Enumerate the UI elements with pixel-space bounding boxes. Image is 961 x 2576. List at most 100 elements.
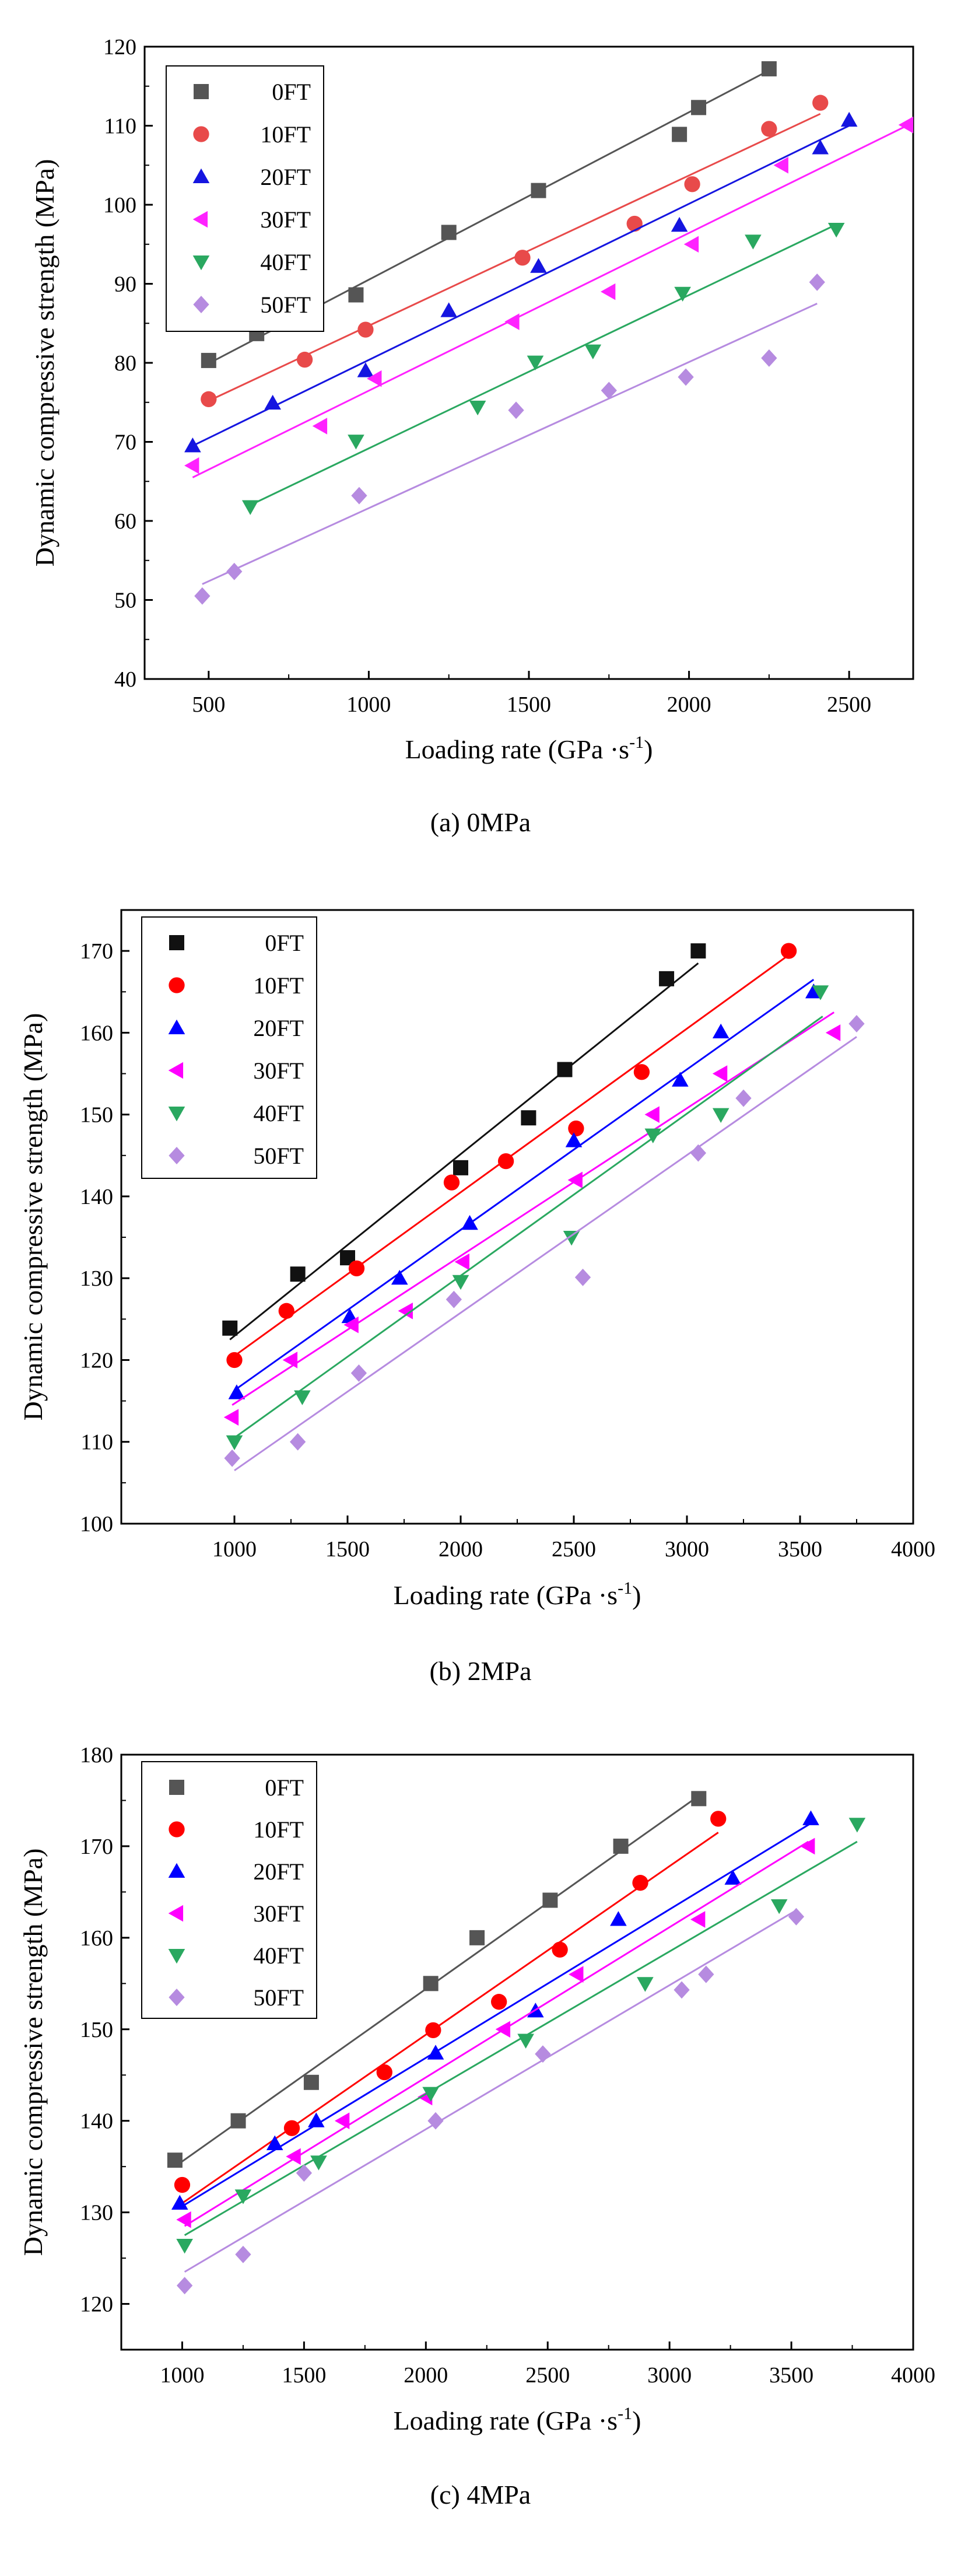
y-tick-label: 150 bbox=[80, 2018, 113, 2042]
data-point-20FT bbox=[357, 362, 374, 377]
series-20FT bbox=[171, 1810, 819, 2210]
legend-marker-20FT bbox=[192, 168, 210, 184]
data-point-10FT bbox=[376, 2064, 392, 2081]
data-point-30FT bbox=[286, 2148, 301, 2165]
y-tick-label: 140 bbox=[80, 2109, 113, 2134]
legend-label: 0FT bbox=[272, 79, 311, 105]
x-tick-label: 3000 bbox=[665, 1537, 709, 1562]
legend-label: 40FT bbox=[253, 1100, 304, 1126]
x-tick-label: 2000 bbox=[439, 1537, 483, 1562]
data-point-10FT bbox=[174, 2176, 191, 2193]
data-point-0FT bbox=[303, 2074, 319, 2090]
series-30FT bbox=[223, 1012, 841, 1426]
y-tick-label: 100 bbox=[80, 1512, 113, 1536]
x-tick-label: 4000 bbox=[891, 1537, 935, 1562]
series-10FT bbox=[201, 94, 829, 407]
data-point-20FT bbox=[264, 394, 281, 410]
data-point-20FT bbox=[184, 437, 201, 453]
data-point-40FT bbox=[674, 286, 691, 302]
data-point-10FT bbox=[425, 2022, 441, 2038]
y-tick-label: 170 bbox=[80, 939, 113, 964]
x-tick-label: 1000 bbox=[346, 692, 391, 717]
plot-frame bbox=[120, 1754, 914, 2351]
legend: 0FT 10FT 20FT 30FT 40FT 50FT bbox=[141, 916, 317, 1179]
data-point-50FT bbox=[761, 349, 777, 367]
series-50FT bbox=[224, 1015, 865, 1472]
data-point-20FT bbox=[307, 2112, 325, 2127]
y-tick-label: 80 bbox=[114, 351, 136, 376]
series-0FT bbox=[222, 943, 706, 1340]
data-point-20FT bbox=[712, 1023, 729, 1039]
x-axis-title: Loading rate (GPa ·s-1) bbox=[394, 1578, 641, 1610]
legend-marker-30FT bbox=[168, 1905, 184, 1922]
legend-label: 10FT bbox=[260, 121, 311, 148]
data-point-20FT bbox=[802, 1810, 819, 1825]
data-point-50FT bbox=[350, 1364, 367, 1382]
y-tick-label: 120 bbox=[80, 1348, 113, 1373]
data-point-30FT bbox=[825, 1024, 841, 1041]
data-point-0FT bbox=[691, 100, 707, 116]
x-tick-label: 2000 bbox=[667, 692, 711, 717]
y-tick-label: 110 bbox=[80, 1430, 113, 1455]
data-point-20FT bbox=[671, 216, 688, 232]
series-30FT bbox=[176, 1838, 815, 2228]
legend-label: 10FT bbox=[253, 1817, 304, 1843]
y-tick-label: 160 bbox=[80, 1926, 113, 1951]
data-point-10FT bbox=[283, 2120, 300, 2136]
fit-line-20FT bbox=[192, 125, 850, 447]
legend-marker-30FT bbox=[168, 1062, 184, 1079]
data-point-50FT bbox=[690, 1144, 707, 1162]
series-0FT bbox=[167, 1791, 707, 2168]
data-point-10FT bbox=[296, 351, 313, 368]
legend-box bbox=[141, 1761, 317, 2019]
series-20FT bbox=[184, 111, 858, 453]
x-tick-label: 2500 bbox=[827, 692, 871, 717]
data-point-0FT bbox=[672, 127, 688, 142]
legend-label: 20FT bbox=[253, 1015, 304, 1041]
fit-line-50FT bbox=[202, 303, 818, 585]
data-point-40FT bbox=[644, 1128, 662, 1144]
x-tick-label: 4000 bbox=[891, 2363, 935, 2388]
data-point-10FT bbox=[632, 1875, 648, 1891]
legend-marker-10FT bbox=[169, 977, 185, 993]
data-point-30FT bbox=[690, 1911, 706, 1928]
data-point-10FT bbox=[552, 1941, 568, 1958]
data-point-20FT bbox=[812, 139, 829, 155]
y-tick-label: 100 bbox=[103, 193, 136, 218]
data-point-40FT bbox=[422, 2087, 439, 2102]
data-point-0FT bbox=[222, 1320, 238, 1336]
data-point-20FT bbox=[440, 302, 458, 317]
data-point-0FT bbox=[167, 2152, 183, 2168]
legend-marker-40FT bbox=[192, 255, 210, 271]
data-point-50FT bbox=[809, 273, 825, 291]
data-point-40FT bbox=[827, 222, 845, 238]
legend-marker-0FT bbox=[169, 935, 184, 950]
fit-line-40FT bbox=[250, 223, 837, 506]
data-point-30FT bbox=[223, 1409, 239, 1426]
data-point-10FT bbox=[626, 215, 643, 232]
legend-label: 50FT bbox=[253, 1985, 304, 2011]
data-point-50FT bbox=[194, 587, 211, 605]
series-30FT bbox=[184, 116, 914, 478]
data-point-10FT bbox=[633, 1064, 650, 1080]
data-point-0FT bbox=[690, 943, 706, 959]
x-axis-title: Loading rate (GPa ·s-1) bbox=[394, 2404, 641, 2435]
x-tick-label: 2500 bbox=[552, 1537, 596, 1562]
chart-panel-3: 1000 1500 2000 2500 3000 3500 4000 120 130 140 150… bbox=[18, 1743, 935, 2510]
y-axis-title: Dynamic compressive strength (MPa) bbox=[18, 1013, 48, 1421]
legend-label: 40FT bbox=[253, 1943, 304, 1969]
x-tick-label: 1000 bbox=[160, 2363, 204, 2388]
data-point-50FT bbox=[427, 2112, 444, 2130]
data-point-0FT bbox=[423, 1976, 439, 1992]
series-40FT bbox=[176, 1818, 866, 2254]
series-10FT bbox=[226, 943, 797, 1368]
data-point-50FT bbox=[848, 1015, 865, 1032]
data-point-30FT bbox=[176, 2211, 191, 2228]
data-point-0FT bbox=[761, 61, 777, 76]
data-point-40FT bbox=[294, 1390, 311, 1405]
data-point-30FT bbox=[644, 1106, 660, 1123]
y-tick-label: 150 bbox=[80, 1103, 113, 1128]
data-point-40FT bbox=[469, 400, 486, 416]
legend-label: 20FT bbox=[260, 164, 311, 190]
